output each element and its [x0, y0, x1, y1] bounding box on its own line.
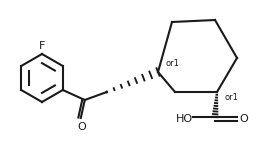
Text: HO: HO [175, 114, 193, 124]
Text: O: O [77, 122, 86, 132]
Text: or1: or1 [165, 59, 179, 67]
Text: or1: or1 [224, 93, 238, 102]
Text: F: F [39, 41, 45, 51]
Text: O: O [240, 114, 248, 124]
